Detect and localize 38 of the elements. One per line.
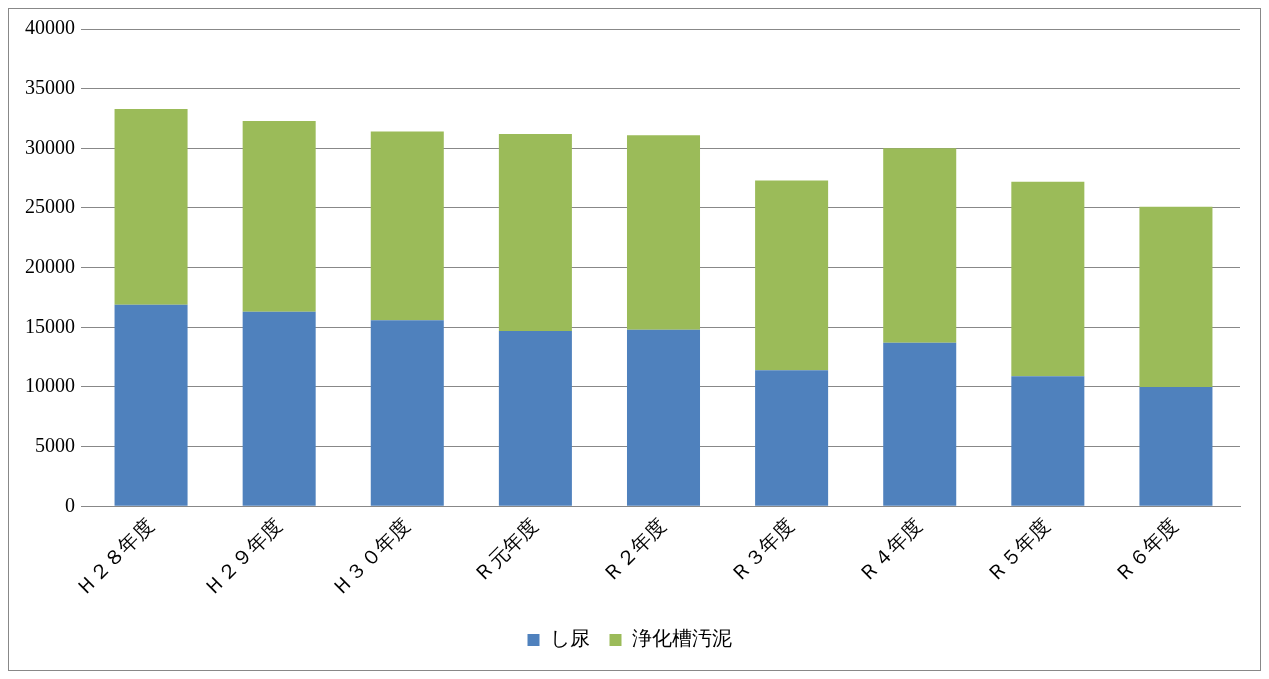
bar (883, 148, 957, 343)
bar (755, 370, 829, 506)
bar (1011, 181, 1085, 377)
bar (626, 135, 701, 330)
x-tick-label: Ｒ５年度 (981, 513, 1056, 587)
x-tick-label: Ｈ２９年度 (198, 513, 287, 601)
bar (1011, 376, 1085, 506)
x-tick-label: Ｈ２８年度 (70, 513, 159, 601)
bar (242, 311, 316, 506)
bar (498, 330, 572, 506)
x-tick-label: Ｈ３０年度 (326, 513, 415, 601)
x-tick-label: Ｒ３年度 (725, 513, 799, 587)
bar (755, 180, 829, 371)
x-tick-label: Ｒ元年度 (469, 513, 543, 587)
bar (370, 131, 444, 321)
y-tick-label: 5000 (35, 433, 75, 456)
bar (114, 304, 188, 506)
bar (498, 134, 572, 331)
x-tick-label: Ｒ２年度 (597, 513, 671, 587)
bar (1139, 386, 1213, 506)
y-tick-label: 20000 (25, 254, 75, 277)
bar (242, 120, 316, 312)
y-tick-label: 10000 (25, 374, 75, 397)
bar (370, 320, 444, 506)
y-tick-label: 30000 (25, 135, 75, 158)
bar (1139, 206, 1213, 387)
bar (114, 108, 188, 305)
legend-label: 浄化槽汚泥 (631, 626, 732, 651)
y-tick-label: 25000 (25, 195, 75, 218)
y-tick-label: 40000 (25, 16, 75, 39)
y-tick-label: 35000 (25, 75, 75, 98)
y-tick-label: 15000 (25, 314, 75, 337)
y-tick-label: 0 (65, 493, 75, 516)
x-tick-label: Ｒ６年度 (1109, 513, 1184, 587)
bar (626, 329, 701, 506)
legend-label: し尿 (549, 626, 590, 651)
x-tick-label: Ｒ４年度 (853, 513, 927, 587)
bar (883, 342, 957, 506)
